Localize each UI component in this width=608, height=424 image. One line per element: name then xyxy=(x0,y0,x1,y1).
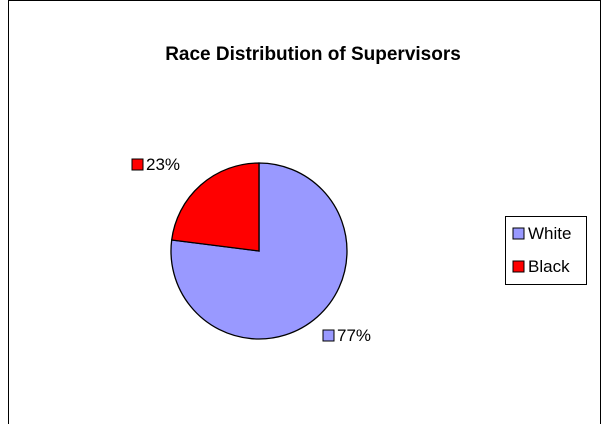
legend-entry-white: White xyxy=(512,224,571,243)
legend-swatch-black xyxy=(512,260,525,273)
legend-label-black: Black xyxy=(528,257,570,276)
data-label-white-text: 77% xyxy=(337,326,371,345)
data-label-white-swatch xyxy=(322,329,335,342)
legend-label-white: White xyxy=(528,224,571,243)
pie-slice-black xyxy=(170,162,260,252)
legend-entry-black: Black xyxy=(512,257,570,276)
data-label-black-text: 23% xyxy=(146,155,180,174)
legend: White Black xyxy=(505,216,587,285)
pie xyxy=(170,162,348,340)
data-label-black-swatch xyxy=(131,158,144,171)
chart-title: Race Distribution of Supervisors xyxy=(165,44,461,65)
data-label-black: 23% xyxy=(131,155,180,174)
data-label-white: 77% xyxy=(322,326,371,345)
legend-swatch-white xyxy=(512,227,525,240)
